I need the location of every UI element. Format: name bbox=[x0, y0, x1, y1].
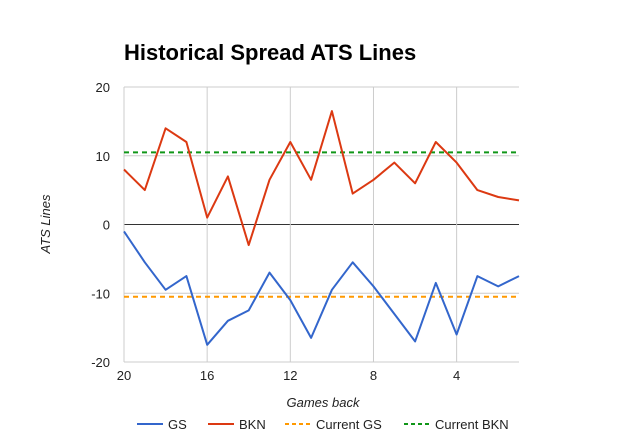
legend-label: Current BKN bbox=[435, 417, 509, 432]
x-tick-label: 4 bbox=[453, 368, 460, 383]
tick-labels: 20 10 0 -10 -20 20 16 12 8 4 bbox=[91, 80, 460, 383]
series-line-bkn bbox=[123, 110, 520, 247]
y-tick-label: -20 bbox=[91, 355, 110, 370]
y-tick-label: 10 bbox=[96, 149, 110, 164]
x-tick-label: 8 bbox=[370, 368, 377, 383]
x-tick-label: 16 bbox=[200, 368, 214, 383]
x-axis-label: Games back bbox=[287, 395, 361, 410]
x-tick-label: 20 bbox=[117, 368, 131, 383]
grid-layer bbox=[123, 86, 519, 363]
series-line-gs bbox=[123, 230, 520, 346]
chart-title: Historical Spread ATS Lines bbox=[124, 40, 416, 65]
legend-label: GS bbox=[168, 417, 187, 432]
series-layer bbox=[123, 110, 520, 346]
y-axis-label: ATS Lines bbox=[38, 194, 53, 255]
legend-label: BKN bbox=[239, 417, 266, 432]
y-tick-label: 0 bbox=[103, 218, 110, 233]
legend-label: Current GS bbox=[316, 417, 382, 432]
x-tick-label: 12 bbox=[283, 368, 297, 383]
y-tick-label: 20 bbox=[96, 80, 110, 95]
y-tick-label: -10 bbox=[91, 286, 110, 301]
legend: GS BKN Current GS Current BKN bbox=[137, 417, 509, 432]
